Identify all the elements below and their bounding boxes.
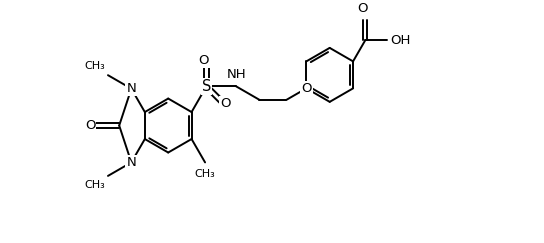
Text: S: S: [202, 79, 211, 94]
Text: O: O: [199, 54, 209, 67]
Text: N: N: [126, 156, 136, 169]
Text: CH₃: CH₃: [85, 180, 106, 190]
Text: CH₃: CH₃: [85, 61, 106, 71]
Text: O: O: [357, 2, 368, 15]
Text: OH: OH: [390, 34, 410, 47]
Text: O: O: [85, 119, 95, 132]
Text: CH₃: CH₃: [195, 169, 215, 179]
Text: NH: NH: [226, 68, 246, 81]
Text: O: O: [301, 82, 312, 95]
Text: N: N: [126, 82, 136, 95]
Text: O: O: [220, 97, 231, 110]
